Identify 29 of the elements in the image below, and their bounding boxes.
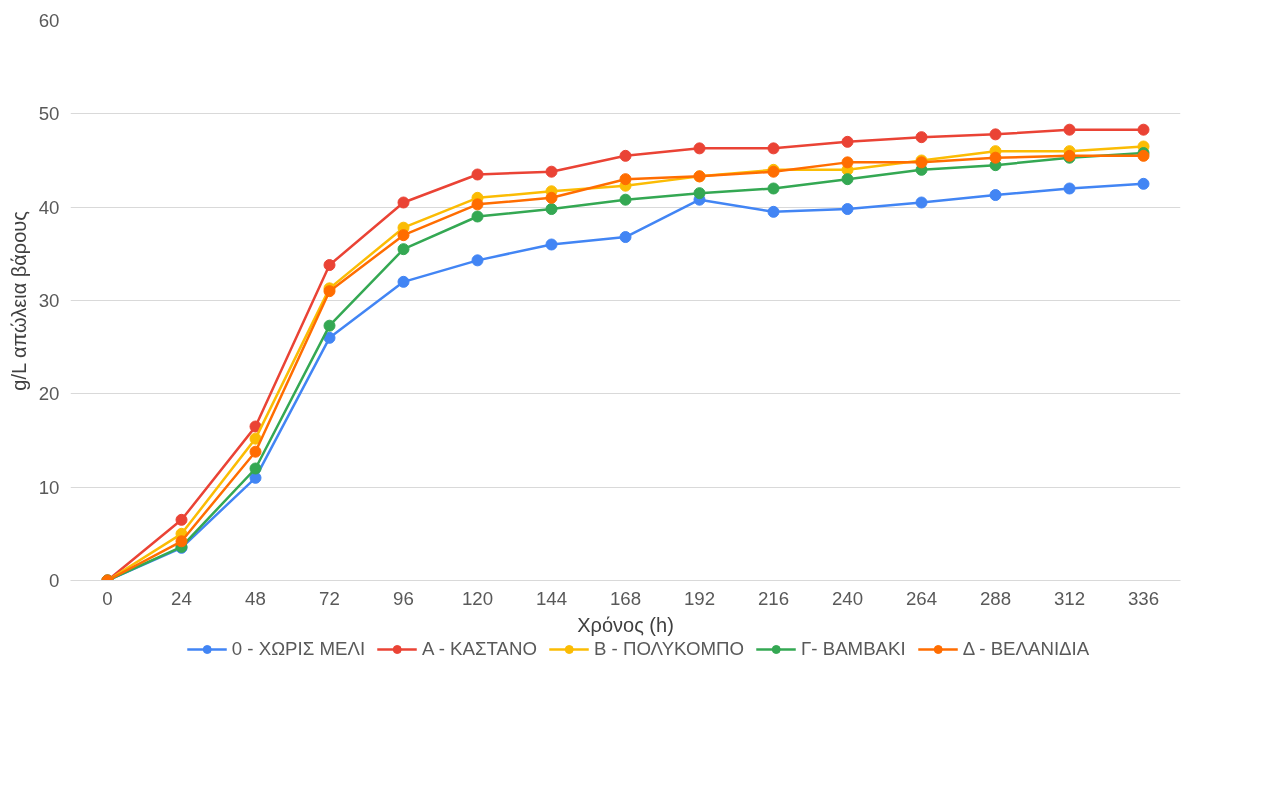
legend-label: Δ - ΒΕΛΑΝΙΔΙΑ <box>962 638 1090 660</box>
x-tick-label: 144 <box>535 587 568 609</box>
x-tick-label: 96 <box>393 587 414 609</box>
x-tick-label: 72 <box>319 587 340 609</box>
x-tick-label: 216 <box>757 587 790 609</box>
y-tick-label: 50 <box>38 103 60 125</box>
legend-label: Β - ΠΟΛΥΚΟΜΠΟ <box>593 638 745 660</box>
x-tick-label: 48 <box>245 587 266 609</box>
y-axis-title: g/L απώλεια βάρους <box>7 210 30 391</box>
legend-label: Γ- ΒΑΜΒΑΚΙ <box>801 638 906 660</box>
x-tick-label: 0 <box>102 587 113 609</box>
x-tick-label: 336 <box>1127 587 1160 609</box>
x-tick-label: 168 <box>609 587 642 609</box>
x-tick-label: 192 <box>683 587 716 609</box>
y-tick-label: 30 <box>38 290 60 311</box>
legend-label: Α - ΚΑΣΤΑΝΟ <box>422 638 537 660</box>
x-tick-label: 288 <box>979 587 1012 609</box>
y-tick-label: 0 <box>49 570 60 591</box>
legend-label: 0 - ΧΩΡΙΣ ΜΕΛΙ <box>231 638 366 660</box>
x-tick-label: 312 <box>1053 587 1086 609</box>
y-tick-label: 10 <box>38 476 60 498</box>
x-tick-label: 264 <box>905 587 938 609</box>
y-tick-label: 60 <box>38 10 60 31</box>
x-tick-label: 240 <box>831 587 864 609</box>
x-axis-title: Χρόνος (h) <box>577 613 674 636</box>
x-tick-label: 120 <box>461 587 494 609</box>
y-tick-label: 40 <box>38 196 60 218</box>
y-tick-label: 20 <box>38 383 60 405</box>
x-tick-label: 24 <box>171 587 192 609</box>
